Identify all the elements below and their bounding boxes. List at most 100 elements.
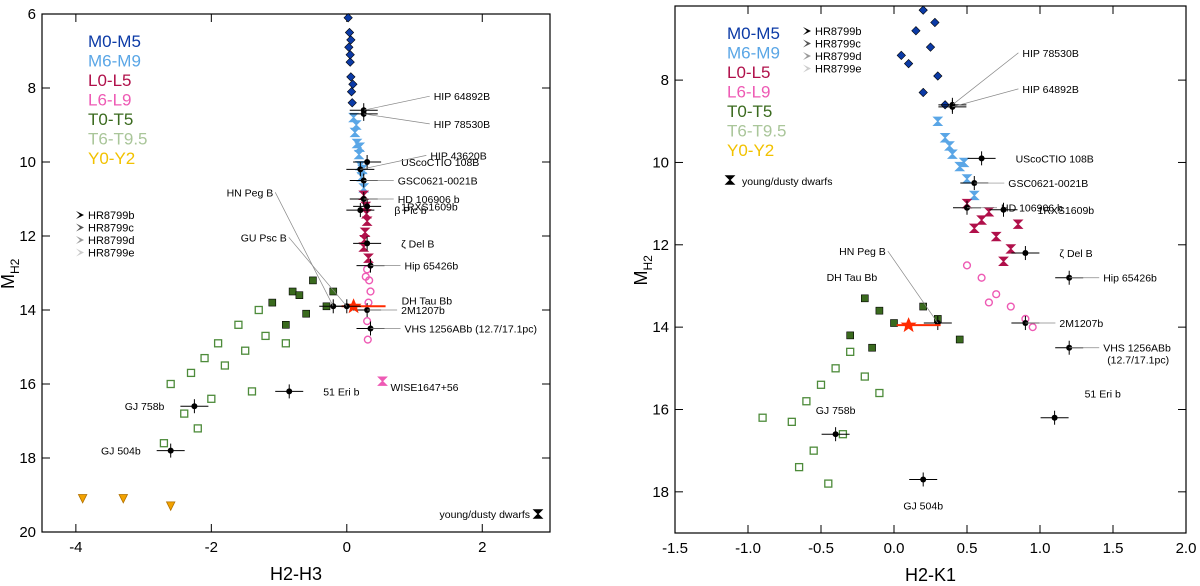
data-point-L0-L5 xyxy=(990,231,1002,242)
data-point-M0-M5 xyxy=(933,71,943,81)
y-tick-label-left: 16 xyxy=(19,376,36,393)
data-point-M0-M5 xyxy=(346,35,356,45)
legend-T0-T5: T0-T5 xyxy=(88,110,133,129)
data-point-L0-L5 xyxy=(363,253,374,263)
object-point-2 xyxy=(364,159,371,165)
data-point-T0-T5 xyxy=(860,294,869,303)
data-point-L6-L9 xyxy=(366,287,375,296)
y-tick-label-right: 14 xyxy=(652,319,669,336)
object-label-8: ζ Del B xyxy=(401,238,434,250)
legend-hr-HR8799d: HR8799d xyxy=(88,235,134,247)
legend-L6-L9: L6-L9 xyxy=(88,91,131,110)
data-point-T0-T5 xyxy=(288,287,297,296)
legend-hr-marker-HR8799b xyxy=(803,27,811,35)
y-tick-label-left: 14 xyxy=(19,302,36,319)
y-axis-label-left: MH2 xyxy=(0,258,22,289)
data-point-T6-T9.5 xyxy=(809,446,818,455)
data-point-T6-T9.5 xyxy=(860,372,869,381)
data-point-T6-T9.5 xyxy=(234,320,243,329)
data-point-T0-T5 xyxy=(302,309,310,318)
data-point-T6-T9.5 xyxy=(875,388,884,398)
data-point-M0-M5 xyxy=(344,42,354,52)
legend-T0-T5: T0-T5 xyxy=(727,102,772,121)
data-point-L6-L9 xyxy=(363,335,372,344)
dh-tau-label: DH Tau Bb xyxy=(402,295,453,307)
object-label-5: HD 106906 b xyxy=(398,194,460,206)
x-tick-label-right: -1.5 xyxy=(662,540,688,557)
object-label-2: UScoCTIO 108B xyxy=(401,157,479,169)
data-point-T6-T9.5 xyxy=(186,368,196,378)
y-tick-label-right: 16 xyxy=(652,401,669,418)
wise-point xyxy=(377,376,388,386)
data-point-T6-T9.5 xyxy=(166,379,175,389)
x-tick-label-left: -2 xyxy=(205,539,218,556)
object-point-8 xyxy=(364,240,371,247)
data-point-T6-T9.5 xyxy=(220,361,230,370)
legend-hr-HR8799d: HR8799d xyxy=(815,51,861,63)
object-label-1: HIP 78530B xyxy=(434,119,490,131)
vhs-label-a: VHS 1256ABb xyxy=(1103,343,1171,355)
object-label-14: GJ 504b xyxy=(903,500,943,512)
data-point-T6-T9.5 xyxy=(787,417,796,426)
data-point-M6-M9 xyxy=(958,157,970,168)
object-label-0: HIP 64892B xyxy=(434,91,490,103)
legend-hr-HR8799b: HR8799b xyxy=(88,210,134,222)
data-point-L6-L9 xyxy=(977,273,986,282)
data-point-M0-M5 xyxy=(896,50,906,61)
y-tick-label-left: 12 xyxy=(19,228,36,245)
y-axis-label-sub-right: H2 xyxy=(641,255,655,271)
data-point-T6-T9.5 xyxy=(831,364,840,373)
legend-hr-HR8799e: HR8799e xyxy=(815,64,861,76)
x-tick-label-right: 2.0 xyxy=(1176,540,1197,557)
legend-hr-marker-HR8799c xyxy=(76,223,84,232)
legend-young-marker xyxy=(724,175,736,185)
x-tick-label-right: 0.0 xyxy=(884,540,905,557)
plot-frame-right xyxy=(674,5,1187,534)
legend-young: young/dusty dwarfs xyxy=(440,509,530,521)
object-point-12 xyxy=(1051,414,1058,421)
series-L6-L9-left xyxy=(361,265,375,344)
legend-hr-HR8799c: HR8799c xyxy=(88,223,134,235)
data-point-L0-L5 xyxy=(361,209,372,219)
data-point-T0-T5 xyxy=(309,276,317,285)
object-label-3: HIP 43620B xyxy=(430,150,486,162)
object-point-5 xyxy=(1000,206,1007,213)
data-point-T6-T9.5 xyxy=(247,387,257,396)
legend-young: young/dusty dwarfs xyxy=(742,176,832,188)
leader-line xyxy=(887,250,939,324)
x-axis-label-left: H2-H3 xyxy=(270,564,322,584)
object-label-18: GJ 504b xyxy=(101,446,141,458)
object-label-0: HIP 78530B xyxy=(1022,48,1078,60)
data-point-T6-T9.5 xyxy=(824,479,833,488)
y-tick-label-left: 6 xyxy=(28,6,36,23)
object-label-6: 1RXS1609b xyxy=(401,201,458,213)
data-point-M6-M9 xyxy=(932,116,944,126)
object-point-18 xyxy=(167,447,174,454)
legend-hr-marker-HR8799e xyxy=(803,64,811,73)
data-point-L0-L5 xyxy=(1012,219,1024,229)
object-label-3: GSC0621-0021B xyxy=(1008,178,1088,190)
data-point-T6-T9.5 xyxy=(261,331,270,341)
legend-young-marker xyxy=(532,509,544,519)
data-point-T0-T5 xyxy=(919,302,928,311)
data-point-M6-M9 xyxy=(961,174,973,184)
leader-line xyxy=(952,52,1019,106)
object-point-13 xyxy=(832,431,839,438)
data-point-M0-M5 xyxy=(903,59,914,69)
data-point-T6-T9.5 xyxy=(241,346,250,355)
data-point-L6-L9 xyxy=(984,298,994,307)
data-point-T6-T9.5 xyxy=(802,397,811,406)
y-axis-label-sub-left: H2 xyxy=(8,258,22,274)
object-label-1: HIP 64892B xyxy=(1022,84,1078,96)
legend-hr-HR8799c: HR8799c xyxy=(815,39,861,51)
data-point-M6-M9 xyxy=(968,190,980,201)
data-point-T6-T9.5 xyxy=(254,305,263,315)
x-tick-label-right: -0.5 xyxy=(808,540,834,557)
object-label-13: GJ 758b xyxy=(816,405,856,417)
data-point-T0-T5 xyxy=(268,298,277,307)
x-tick-label-left: -4 xyxy=(69,539,82,556)
y-tick-label-left: 18 xyxy=(19,450,36,467)
legend-hr-marker-HR8799b xyxy=(76,211,84,219)
series-M0-M5-left xyxy=(343,13,358,108)
